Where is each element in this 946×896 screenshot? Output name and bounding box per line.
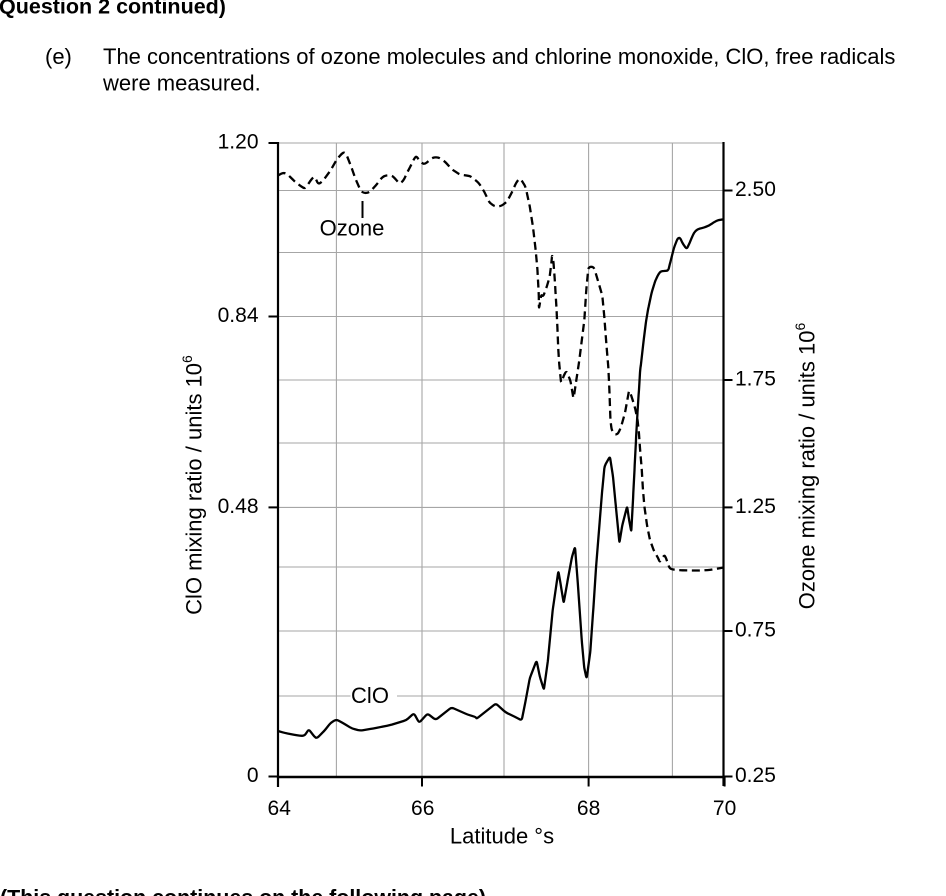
- svg-text:1.75: 1.75: [735, 368, 776, 391]
- svg-text:were measured.: were measured.: [102, 71, 261, 96]
- svg-text:Ozone mixing ratio / units 106: Ozone mixing ratio / units 106: [792, 322, 820, 609]
- svg-text:ClO mixing ratio / units 106: ClO mixing ratio / units 106: [179, 355, 207, 615]
- svg-text:2.50: 2.50: [735, 178, 776, 201]
- svg-text:ClO: ClO: [351, 683, 389, 708]
- svg-text:0.25: 0.25: [735, 764, 776, 787]
- svg-text:1.25: 1.25: [735, 495, 776, 518]
- svg-text:70: 70: [713, 797, 736, 820]
- svg-text:66: 66: [411, 797, 434, 820]
- svg-text:68: 68: [577, 797, 600, 820]
- svg-text:0: 0: [247, 764, 259, 787]
- svg-text:The concentrations of ozone mo: The concentrations of ozone molecules an…: [103, 44, 895, 69]
- svg-text:64: 64: [268, 797, 292, 820]
- svg-text:(This question continues on th: (This question continues on the followin…: [0, 886, 486, 896]
- svg-text:1.20: 1.20: [218, 131, 259, 154]
- svg-text:Question 2 continued): Question 2 continued): [0, 0, 226, 19]
- svg-text:Latitude °s: Latitude °s: [450, 824, 554, 849]
- svg-text:0.84: 0.84: [218, 304, 259, 327]
- svg-text:(e): (e): [45, 44, 72, 69]
- svg-text:0.48: 0.48: [218, 495, 259, 518]
- svg-text:Ozone: Ozone: [320, 216, 385, 241]
- svg-text:0.75: 0.75: [735, 619, 776, 642]
